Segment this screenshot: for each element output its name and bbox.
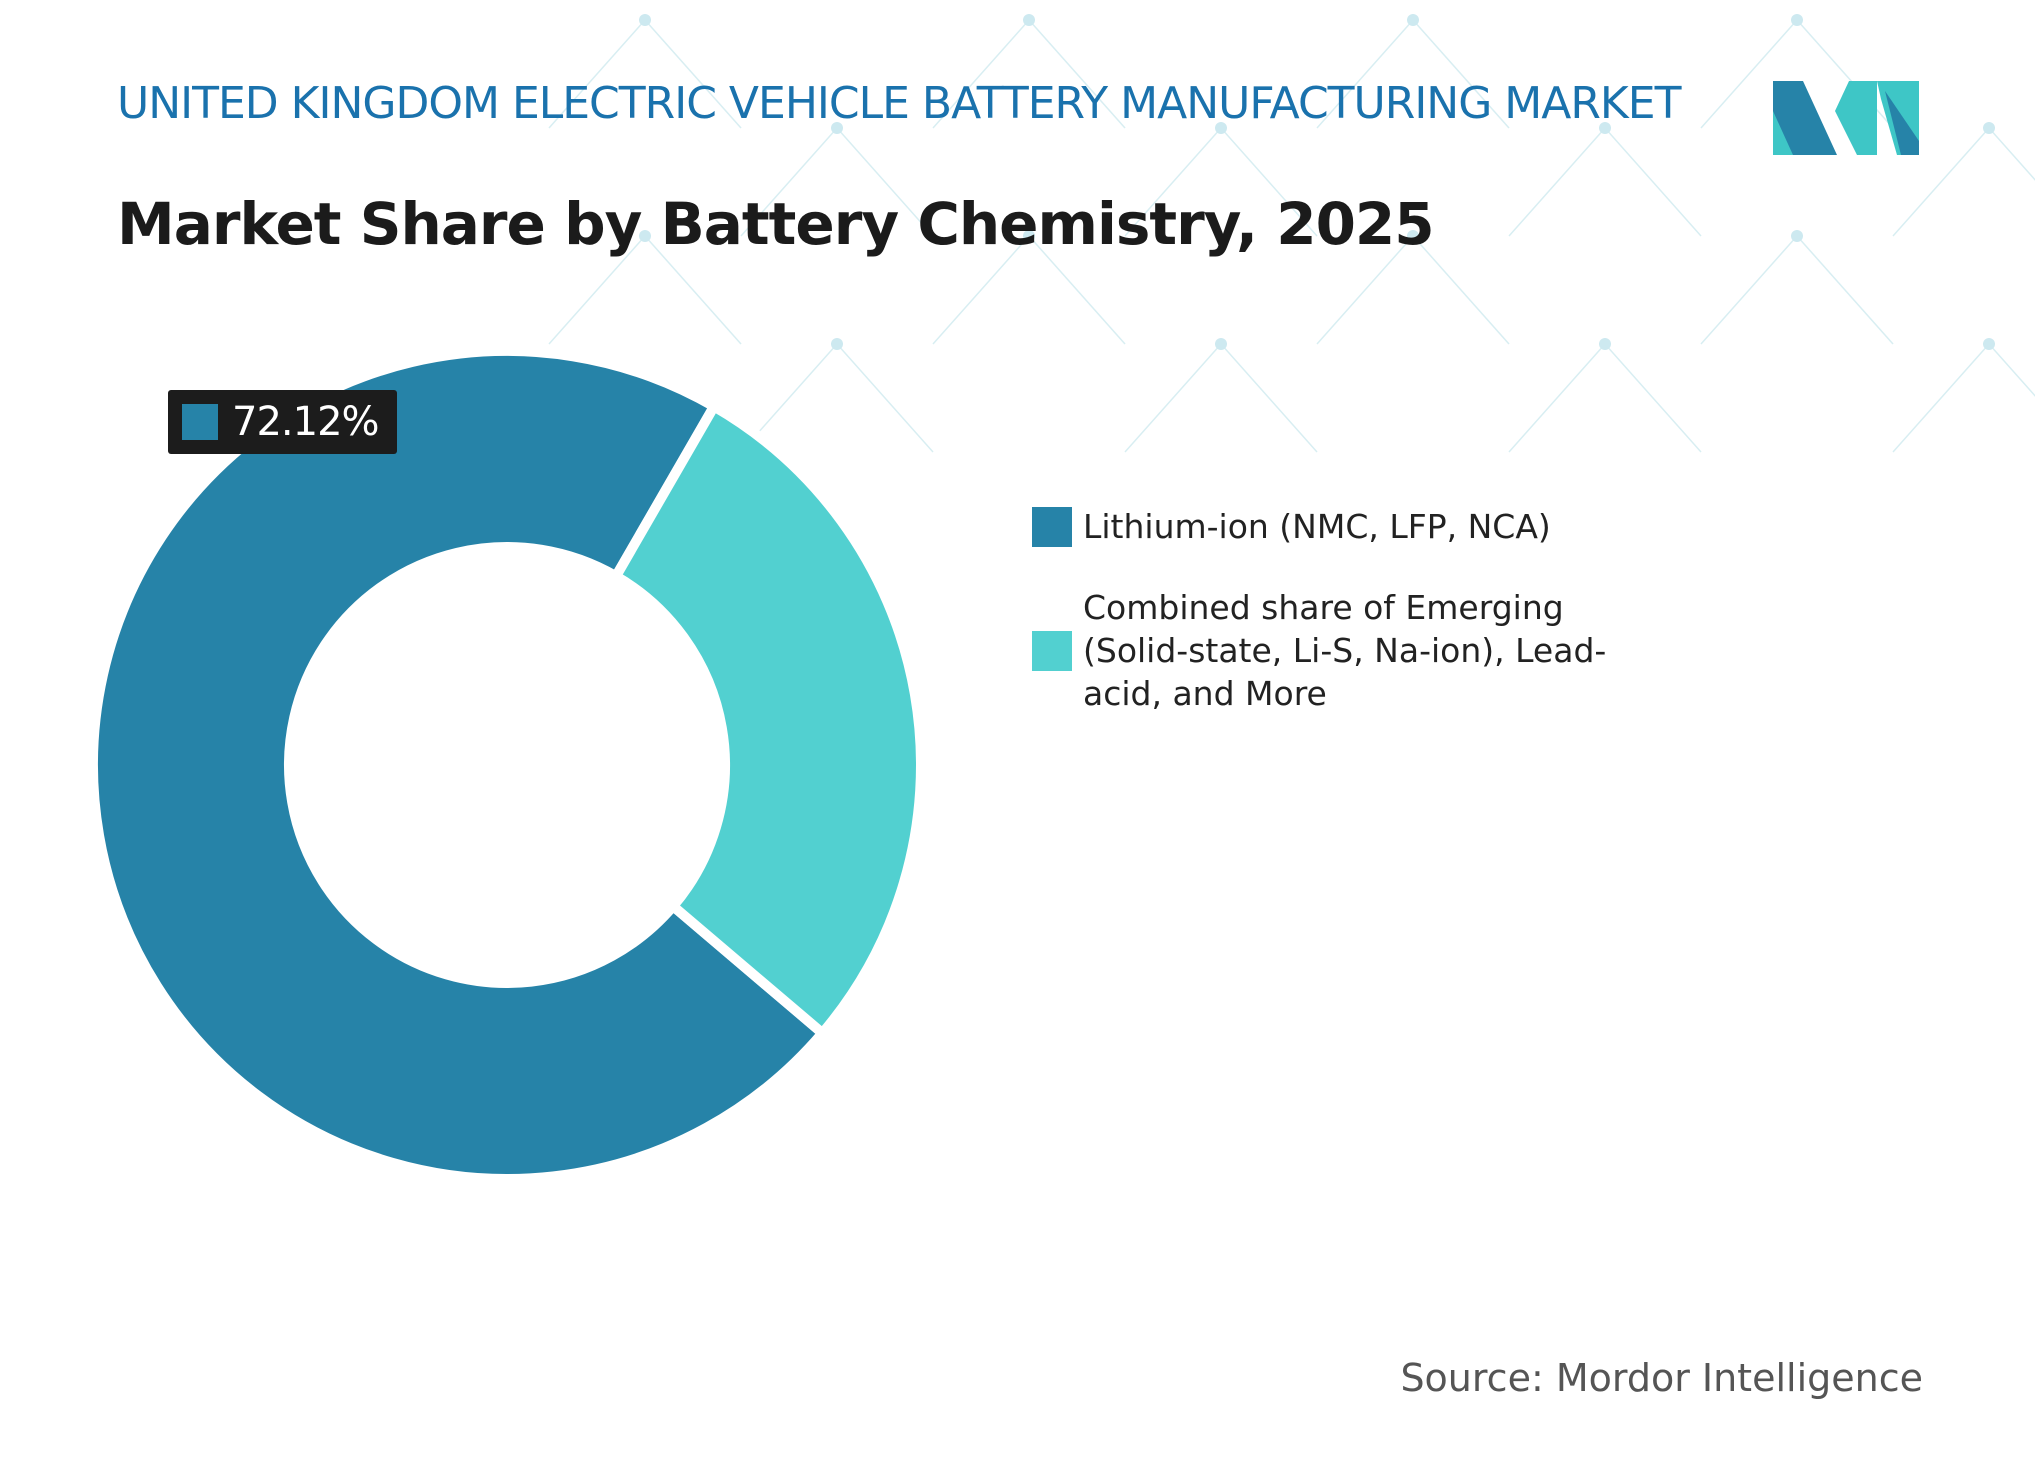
pattern-line — [1604, 127, 1702, 237]
pattern-dot — [1023, 230, 1035, 242]
data-label-lithium-ion: 72.12% — [168, 390, 397, 454]
legend-item-lithium-ion: Lithium-ion (NMC, LFP, NCA) — [1032, 505, 1643, 548]
pattern-line — [1412, 19, 1510, 129]
donut-slice-emerging — [609, 399, 926, 1041]
legend-swatch — [1032, 630, 1072, 671]
pattern-line — [644, 19, 742, 129]
chart-title: UNITED KINGDOM ELECTRIC VEHICLE BATTERY … — [117, 78, 1681, 129]
pattern-line — [1700, 235, 1798, 345]
pattern-line — [1988, 127, 2035, 181]
chart-subtitle: Market Share by Battery Chemistry, 2025 — [117, 190, 1435, 258]
pattern-line — [740, 127, 838, 237]
pattern-line — [1988, 343, 2035, 397]
pattern-line — [1124, 343, 1222, 453]
pattern-line — [1316, 19, 1414, 129]
pattern-line — [1892, 343, 1990, 453]
pattern-dot — [1215, 122, 1227, 134]
pattern-line — [1892, 127, 1990, 237]
pattern-line — [1124, 127, 1222, 237]
pattern-line — [836, 127, 934, 237]
pattern-line — [1028, 19, 1126, 129]
pattern-dot — [1407, 14, 1419, 26]
pattern-line — [1508, 343, 1606, 453]
pattern-dot — [1023, 14, 1035, 26]
source-note: Source: Mordor Intelligence — [1400, 1356, 1923, 1400]
pattern-dot — [1215, 338, 1227, 350]
data-label-swatch — [182, 404, 218, 440]
pattern-dot — [831, 122, 843, 134]
legend-item-emerging: Combined share of Emerging (Solid-state,… — [1032, 586, 1643, 715]
pattern-dot — [1791, 14, 1803, 26]
pattern-line — [836, 343, 934, 453]
pattern-line — [548, 235, 646, 345]
pattern-line — [1220, 127, 1318, 237]
pattern-dot — [1791, 230, 1803, 242]
pattern-dot — [1983, 338, 1995, 350]
pattern-dot — [639, 230, 651, 242]
pattern-line — [932, 19, 1030, 129]
legend-swatch — [1032, 506, 1072, 547]
pattern-line — [1604, 343, 1702, 453]
pattern-line — [548, 19, 646, 129]
pattern-line — [1028, 235, 1126, 345]
pattern-line — [1220, 343, 1318, 453]
pattern-line — [1508, 127, 1606, 237]
pattern-line — [932, 235, 1030, 345]
pattern-line — [1700, 19, 1798, 129]
pattern-dot — [1599, 122, 1611, 134]
pattern-dot — [831, 338, 843, 350]
pattern-line — [1412, 235, 1510, 345]
pattern-line — [644, 235, 742, 345]
donut-slice-lithium-ion — [88, 346, 830, 1184]
pattern-dot — [1983, 122, 1995, 134]
pattern-line — [1796, 235, 1894, 345]
pattern-dot — [1599, 338, 1611, 350]
pattern-dot — [639, 14, 651, 26]
mordor-logo — [1773, 81, 1919, 155]
pattern-line — [1316, 235, 1414, 345]
pattern-dot — [1407, 230, 1419, 242]
